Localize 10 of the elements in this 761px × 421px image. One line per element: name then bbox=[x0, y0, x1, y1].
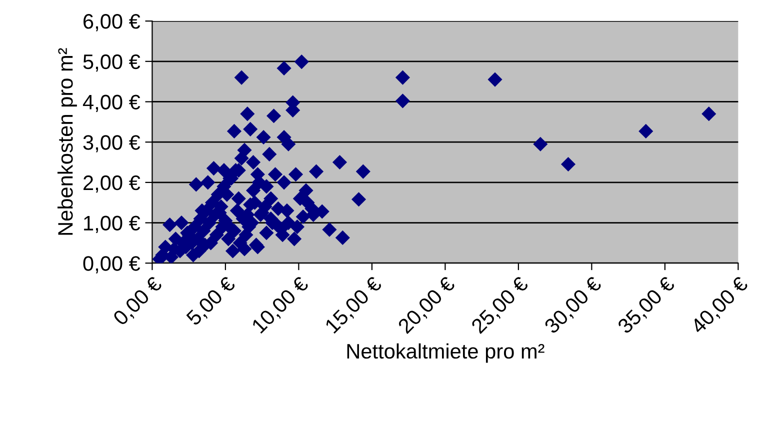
y-tick-label: 6,00 € bbox=[84, 14, 140, 32]
y-axis-title: Nebenkosten pro m² bbox=[58, 48, 77, 235]
x-tick-label: 5,00 € bbox=[185, 276, 238, 328]
y-tick-label: 1,00 € bbox=[84, 216, 140, 233]
y-tick-label: 3,00 € bbox=[83, 135, 140, 152]
y-tick-label: 4,00 € bbox=[82, 94, 140, 112]
y-tick-label: 0,00 € bbox=[83, 256, 140, 274]
y-tick-label: 2,00 € bbox=[84, 175, 140, 193]
x-axis-title: Nettokaltmiete pro m² bbox=[347, 343, 544, 363]
y-tick-label: 5,00 € bbox=[83, 54, 140, 72]
